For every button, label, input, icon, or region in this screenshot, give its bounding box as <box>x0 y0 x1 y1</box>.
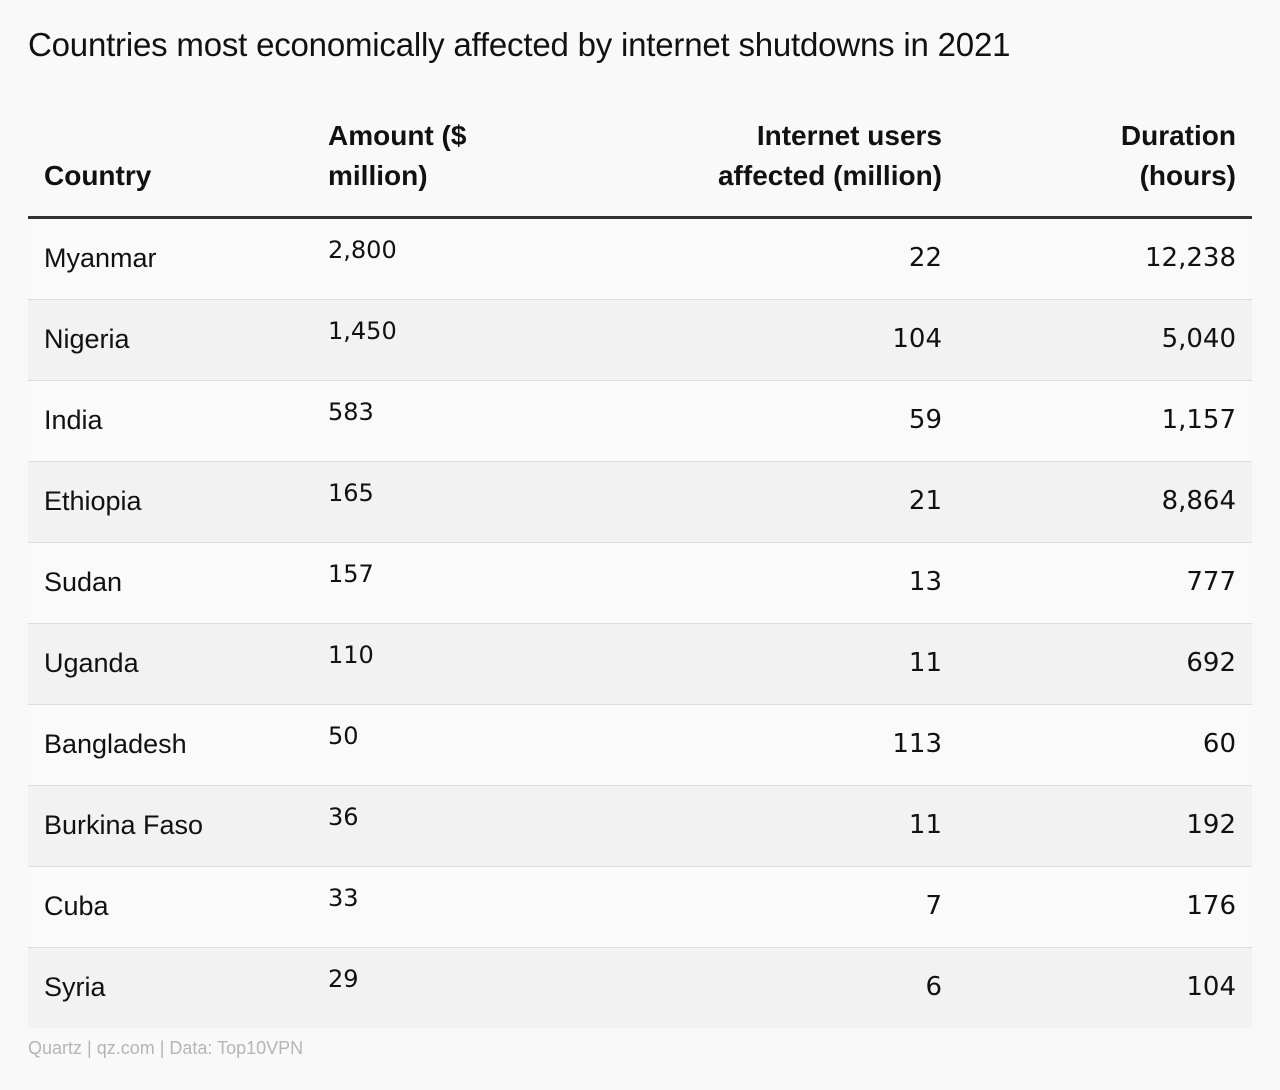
table-row: Cuba 33 7 176 <box>28 867 1252 948</box>
column-header-duration: Duration (hours) <box>1036 116 1236 196</box>
cell-amount: 29 <box>328 965 359 993</box>
column-header-users: Internet users affected (million) <box>662 116 942 196</box>
column-header-users-line: affected (million) <box>717 160 942 191</box>
cell-country: Sudan <box>44 567 123 597</box>
column-header-country-line: Country <box>44 160 152 191</box>
cell-duration: 192 <box>1186 810 1236 840</box>
cell-country: Cuba <box>44 891 109 921</box>
cell-users: 21 <box>908 486 942 516</box>
cell-users: 7 <box>925 891 942 921</box>
cell-users: 11 <box>908 648 942 678</box>
cell-users: 59 <box>908 405 942 435</box>
cell-country: Nigeria <box>44 324 130 354</box>
cell-duration: 12,238 <box>1145 243 1236 273</box>
table-row: Burkina Faso 36 11 192 <box>28 786 1252 867</box>
cell-amount: 583 <box>328 398 374 426</box>
column-header-country: Country <box>44 156 151 196</box>
cell-duration: 777 <box>1186 567 1236 597</box>
cell-amount: 36 <box>328 803 359 831</box>
table-header: Country Amount ($ million) Internet user… <box>28 110 1252 219</box>
table-row: Nigeria 1,450 104 5,040 <box>28 300 1252 381</box>
cell-duration: 5,040 <box>1161 324 1236 354</box>
cell-users: 113 <box>892 729 942 759</box>
cell-amount: 50 <box>328 722 359 750</box>
cell-amount: 33 <box>328 884 359 912</box>
cell-users: 13 <box>908 567 942 597</box>
cell-amount: 1,450 <box>328 317 397 345</box>
table-row: India 583 59 1,157 <box>28 381 1252 462</box>
table-row: Sudan 157 13 777 <box>28 543 1252 624</box>
cell-duration: 176 <box>1186 891 1236 921</box>
cell-country: Burkina Faso <box>44 810 204 840</box>
table-row: Syria 29 6 104 <box>28 948 1252 1028</box>
cell-country: India <box>44 405 103 435</box>
cell-duration: 8,864 <box>1161 486 1236 516</box>
column-header-duration-line: Duration <box>1120 120 1236 151</box>
cell-country: Uganda <box>44 648 139 678</box>
cell-country: Myanmar <box>44 243 157 273</box>
table-row: Myanmar 2,800 22 12,238 <box>28 219 1252 300</box>
cell-duration: 692 <box>1186 648 1236 678</box>
cell-users: 104 <box>892 324 942 354</box>
column-header-amount-line: million) <box>328 160 428 191</box>
cell-users: 22 <box>908 243 942 273</box>
cell-country: Bangladesh <box>44 729 187 759</box>
cell-amount: 2,800 <box>328 236 397 264</box>
source-credit: Quartz | qz.com | Data: Top10VPN <box>28 1038 304 1058</box>
cell-amount: 157 <box>328 560 374 588</box>
cell-country: Syria <box>44 972 106 1002</box>
table-body: Myanmar 2,800 22 12,238 Nigeria 1,450 10… <box>28 219 1252 1028</box>
cell-amount: 165 <box>328 479 374 507</box>
cell-users: 11 <box>908 810 942 840</box>
table-row: Bangladesh 50 113 60 <box>28 705 1252 786</box>
cell-duration: 60 <box>1202 729 1236 759</box>
column-header-amount: Amount ($ million) <box>328 116 538 196</box>
cell-amount: 110 <box>328 641 374 669</box>
column-header-amount-line: Amount ($ <box>328 120 467 151</box>
cell-duration: 1,157 <box>1161 405 1236 435</box>
data-table: Country Amount ($ million) Internet user… <box>28 110 1252 1028</box>
cell-users: 6 <box>925 972 942 1002</box>
column-header-users-line: Internet users <box>756 120 942 151</box>
column-header-duration-line: (hours) <box>1139 160 1236 191</box>
chart-title: Countries most economically affected by … <box>28 26 1011 63</box>
cell-country: Ethiopia <box>44 486 142 516</box>
cell-duration: 104 <box>1186 972 1236 1002</box>
table-row: Uganda 110 11 692 <box>28 624 1252 705</box>
table-row: Ethiopia 165 21 8,864 <box>28 462 1252 543</box>
